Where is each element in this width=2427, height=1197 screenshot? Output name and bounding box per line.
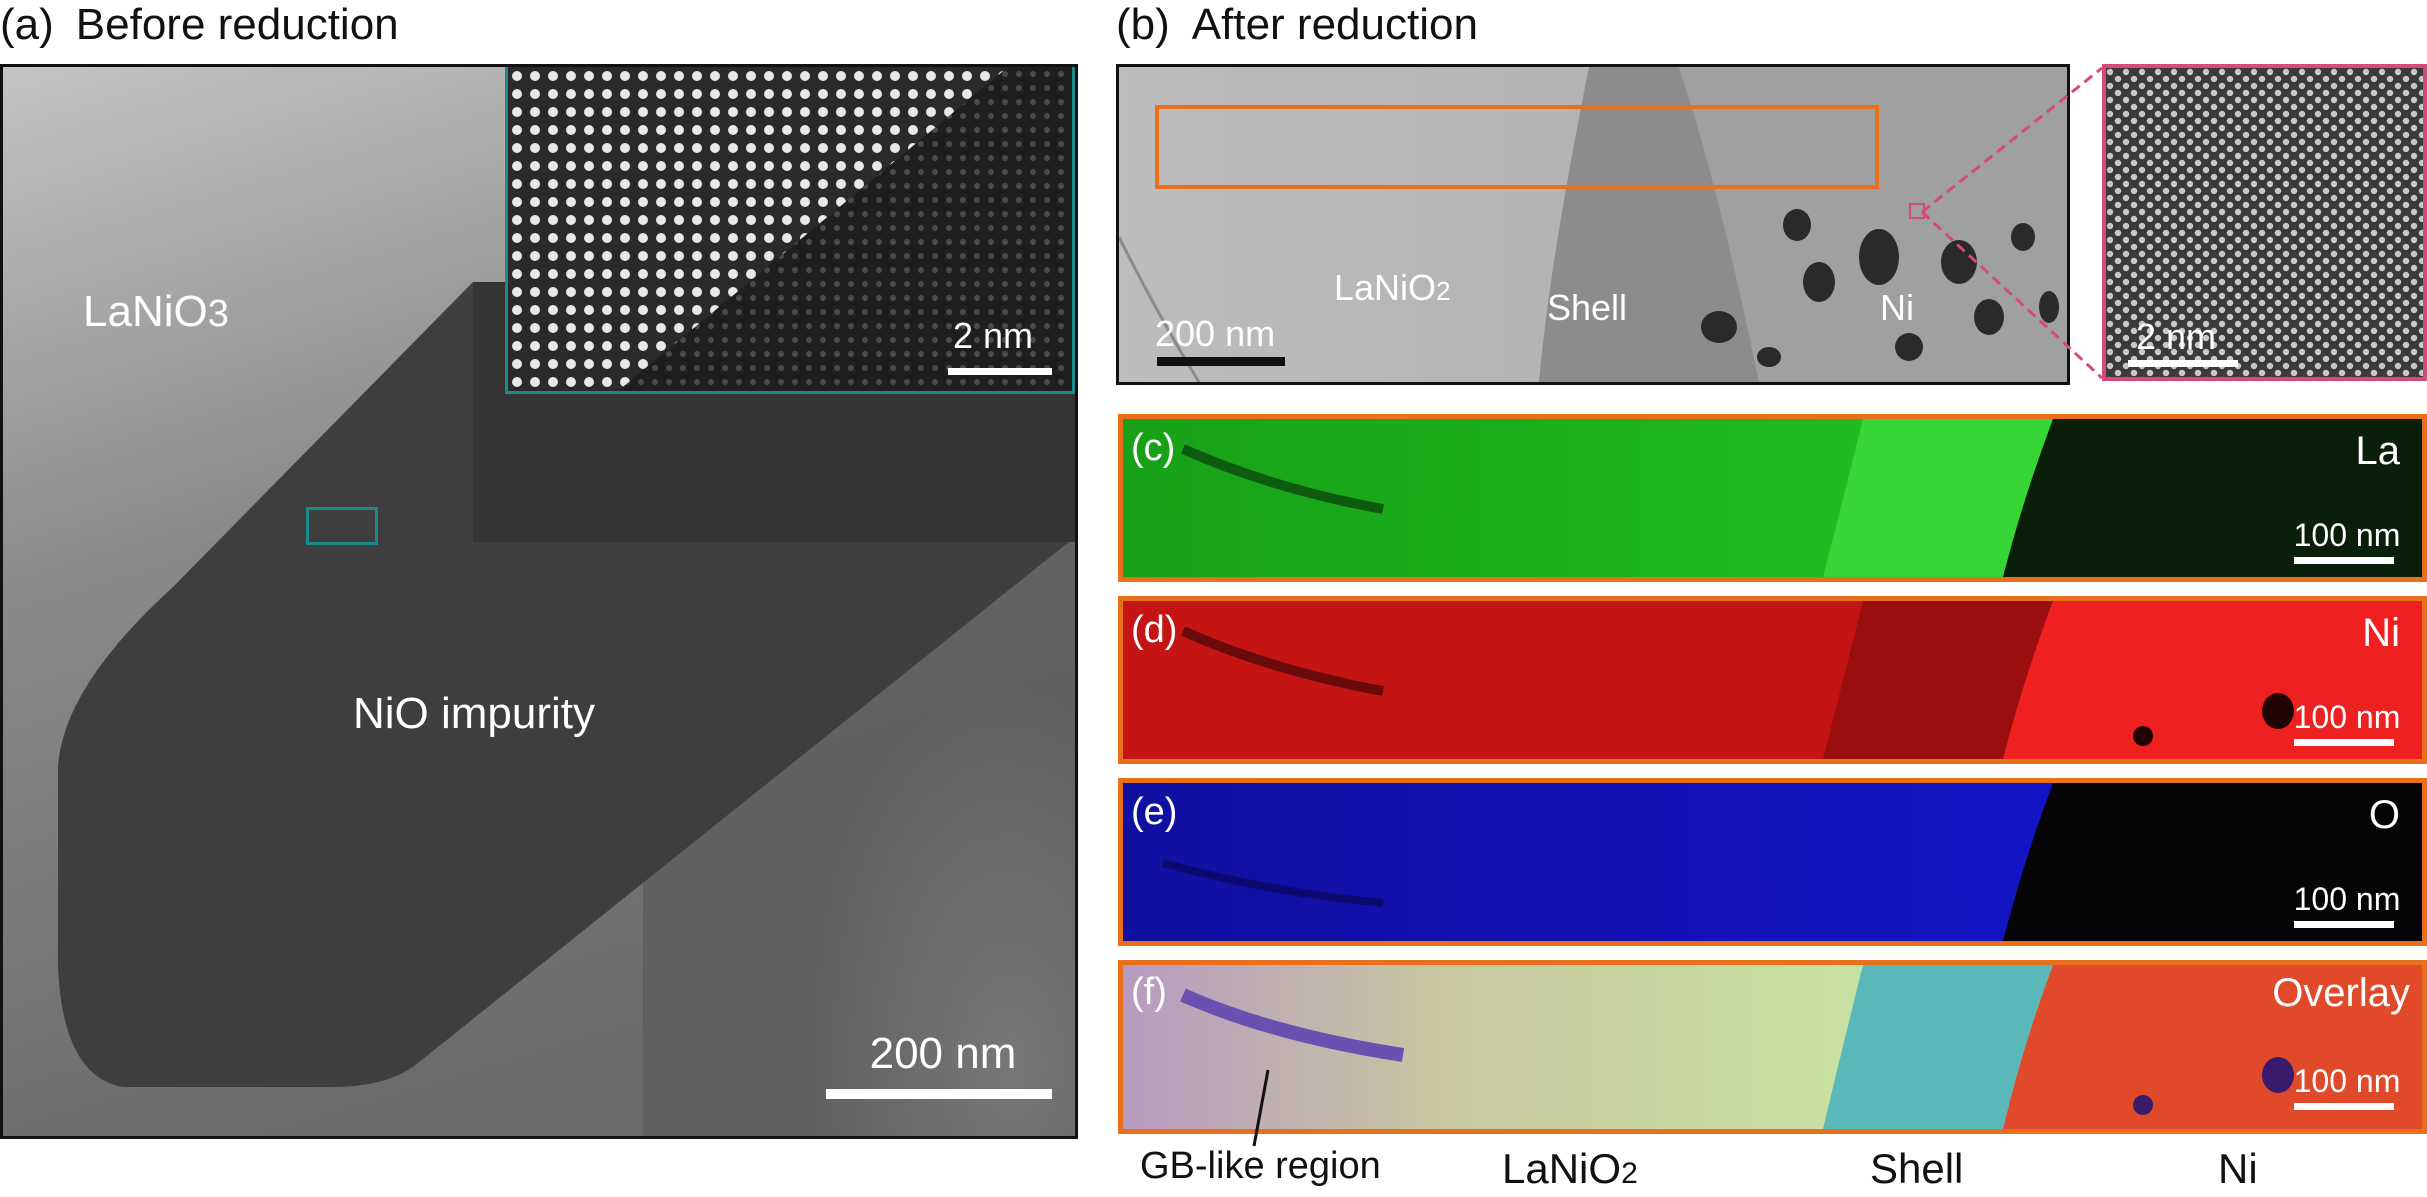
inset-scale-label: 2 nm [952, 315, 1034, 356]
map-o-scale-bar [2294, 921, 2394, 928]
label-lanio3: LaNiO3 [83, 287, 229, 336]
panel-a-image: 2 nm LaNiO3 NiO impurity 200 nm [0, 64, 1078, 1139]
map-overlay-scale-label: 100 nm [2293, 1063, 2401, 1099]
footer-shell-label: Shell [1870, 1145, 1964, 1192]
panel-b-letter: (b) [1116, 0, 1170, 49]
ni-particles [1701, 209, 2059, 367]
footer-lanio2-label: LaNiO2 [1502, 1145, 1638, 1192]
inset-location-box [306, 507, 378, 545]
map-o-image [1123, 783, 2422, 941]
map-la-image [1123, 419, 2422, 577]
inset-scale-bar-b [2128, 360, 2238, 367]
label-shell-b: Shell [1547, 287, 1628, 328]
footer-ni-label: Ni [2218, 1145, 2258, 1192]
map-ni-scale-bar [2294, 739, 2394, 746]
atomic-lattice-inset-b [2106, 68, 2423, 377]
label-lanio2-b: LaNiO2 [1334, 267, 1451, 308]
map-o-scale-label: 100 nm [2293, 881, 2401, 917]
inset-connector-lines [1920, 66, 2104, 380]
map-overlay-scale-bar [2294, 1103, 2394, 1110]
map-o-letter: (e) [1131, 791, 1178, 833]
map-ni-scale-label: 100 nm [2293, 699, 2401, 735]
map-ni-element: Ni [2362, 611, 2400, 655]
map-la-scale-label: 100 nm [2293, 517, 2401, 553]
label-nio-impurity: NiO impurity [353, 689, 596, 738]
footer-gb-label: GB-like region [1140, 1145, 1381, 1187]
gb-pointer-line [1252, 1069, 1270, 1147]
panel-a-heading: (a) Before reduction [0, 0, 399, 50]
atomic-lattice-inset [508, 67, 1072, 391]
inset-hrstem-before: 2 nm [505, 67, 1075, 394]
panel-b-title: After reduction [1191, 0, 1478, 49]
map-overlay-letter: (f) [1131, 971, 1167, 1013]
map-o-element: O [2368, 793, 2400, 837]
map-o: (e) O 100 nm [1118, 778, 2427, 946]
stem-image-after [1119, 67, 2067, 382]
map-overlay: (f) Overlay 100 nm [1118, 960, 2427, 1134]
map-ni-letter: (d) [1131, 609, 1178, 651]
map-ni-image [1123, 601, 2422, 759]
label-ni-b: Ni [1880, 287, 1914, 328]
scale-bar-b [1157, 357, 1285, 366]
panel-b-image: LaNiO2 Shell Ni 200 nm [1116, 64, 2070, 385]
map-la-element: La [2355, 429, 2401, 473]
scale-label-a: 200 nm [869, 1029, 1017, 1078]
inset-scale-label-b: 2 nm [2135, 316, 2217, 357]
panel-b-heading: (b) After reduction [1116, 0, 1478, 50]
map-overlay-element: Overlay [2272, 971, 2410, 1015]
map-overlay-image [1123, 965, 2422, 1129]
map-la-scale-bar [2294, 557, 2394, 564]
roi-box [1155, 105, 1879, 189]
inset-scale-bar [948, 368, 1052, 375]
panel-a-title: Before reduction [75, 0, 399, 49]
panel-a-letter: (a) [0, 0, 54, 49]
scale-bar-a [826, 1089, 1052, 1099]
map-ni: (d) Ni 100 nm [1118, 596, 2427, 764]
scale-label-b: 200 nm [1155, 313, 1276, 354]
map-la-letter: (c) [1131, 427, 1176, 469]
inset-hrstem-after: 2 nm [2102, 64, 2427, 381]
map-la: (c) La 100 nm [1118, 414, 2427, 582]
